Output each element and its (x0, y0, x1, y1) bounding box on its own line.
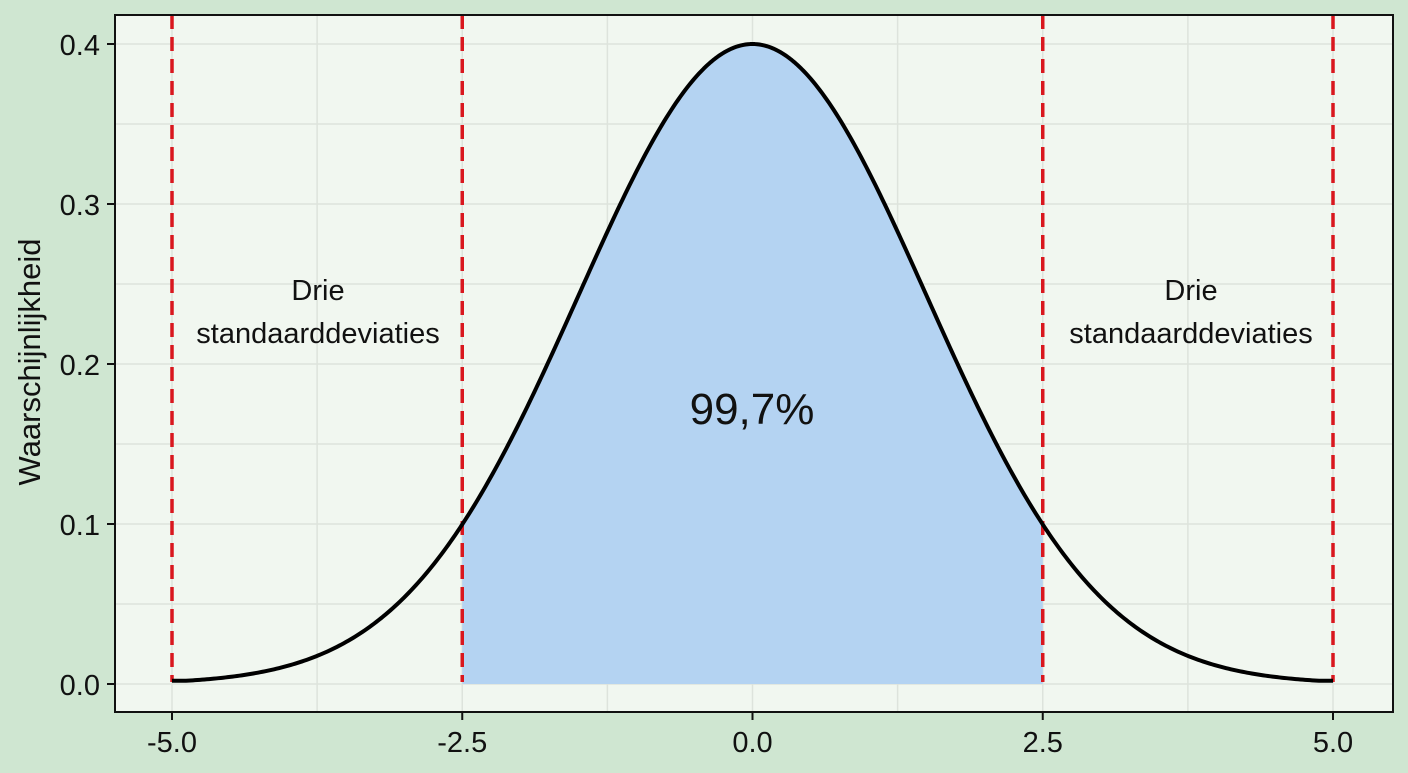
x-axis-ticks: -5.0 -2.5 0.0 2.5 5.0 (147, 712, 1353, 759)
left-annotation-line1: Drie (291, 275, 344, 307)
y-axis-label: Waarschijnlijkheid (12, 239, 47, 486)
right-annotation-line1: Drie (1164, 275, 1217, 307)
left-annotation-line2: standaarddeviaties (196, 318, 439, 350)
y-tick-label: 0.3 (60, 190, 100, 222)
y-tick-label: 0.2 (60, 350, 100, 382)
y-tick-label: 0.0 (60, 670, 100, 702)
x-tick-label: 0.0 (732, 727, 772, 759)
x-tick-label: 5.0 (1313, 727, 1353, 759)
y-axis-ticks: 0.0 0.1 0.2 0.3 0.4 (60, 30, 115, 702)
x-tick-label: -5.0 (147, 727, 197, 759)
reference-lines (170, 15, 1335, 682)
shaded-area-99-7 (462, 44, 1043, 684)
density-curve (172, 42, 1333, 683)
right-annotation-line2: standaarddeviaties (1069, 318, 1312, 350)
x-tick-label: -2.5 (437, 727, 487, 759)
y-tick-label: 0.1 (60, 510, 100, 542)
y-tick-label: 0.4 (60, 30, 100, 62)
center-percent-label: 99,7% (690, 385, 815, 434)
x-tick-label: 2.5 (1023, 727, 1063, 759)
